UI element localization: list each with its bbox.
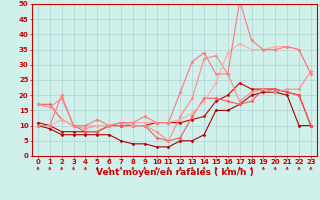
X-axis label: Vent moyen/en rafales ( km/h ): Vent moyen/en rafales ( km/h ) xyxy=(96,168,253,177)
